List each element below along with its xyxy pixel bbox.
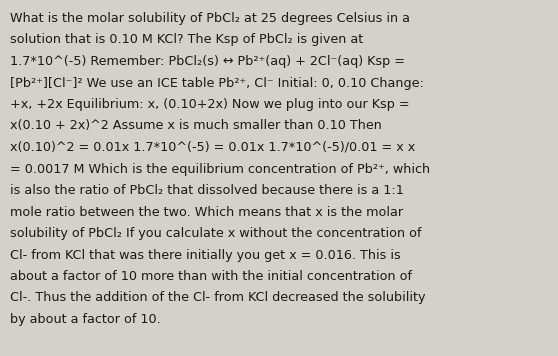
Text: = 0.0017 M Which is the equilibrium concentration of Pb²⁺, which: = 0.0017 M Which is the equilibrium conc… [10, 162, 430, 176]
Text: is also the ratio of PbCl₂ that dissolved because there is a 1:1: is also the ratio of PbCl₂ that dissolve… [10, 184, 404, 197]
Text: What is the molar solubility of PbCl₂ at 25 degrees Celsius in a: What is the molar solubility of PbCl₂ at… [10, 12, 410, 25]
Text: by about a factor of 10.: by about a factor of 10. [10, 313, 161, 326]
Text: 1.7*10^(-5) Remember: PbCl₂(s) ↔ Pb²⁺(aq) + 2Cl⁻(aq) Ksp =: 1.7*10^(-5) Remember: PbCl₂(s) ↔ Pb²⁺(aq… [10, 55, 405, 68]
Text: solution that is 0.10 M KCl? The Ksp of PbCl₂ is given at: solution that is 0.10 M KCl? The Ksp of … [10, 33, 363, 47]
Text: solubility of PbCl₂ If you calculate x without the concentration of: solubility of PbCl₂ If you calculate x w… [10, 227, 421, 240]
Text: x(0.10 + 2x)^2 Assume x is much smaller than 0.10 Then: x(0.10 + 2x)^2 Assume x is much smaller … [10, 120, 382, 132]
Text: about a factor of 10 more than with the initial concentration of: about a factor of 10 more than with the … [10, 270, 412, 283]
Text: Cl- from KCl that was there initially you get x = 0.016. This is: Cl- from KCl that was there initially yo… [10, 248, 401, 262]
Text: x(0.10)^2 = 0.01x 1.7*10^(-5) = 0.01x 1.7*10^(-5)/0.01 = x x: x(0.10)^2 = 0.01x 1.7*10^(-5) = 0.01x 1.… [10, 141, 415, 154]
Text: Cl-. Thus the addition of the Cl- from KCl decreased the solubility: Cl-. Thus the addition of the Cl- from K… [10, 292, 426, 304]
Text: +x, +2x Equilibrium: x, (0.10+2x) Now we plug into our Ksp =: +x, +2x Equilibrium: x, (0.10+2x) Now we… [10, 98, 410, 111]
Text: [Pb²⁺][Cl⁻]² We use an ICE table Pb²⁺, Cl⁻ Initial: 0, 0.10 Change:: [Pb²⁺][Cl⁻]² We use an ICE table Pb²⁺, C… [10, 77, 424, 89]
Text: mole ratio between the two. Which means that x is the molar: mole ratio between the two. Which means … [10, 205, 403, 219]
